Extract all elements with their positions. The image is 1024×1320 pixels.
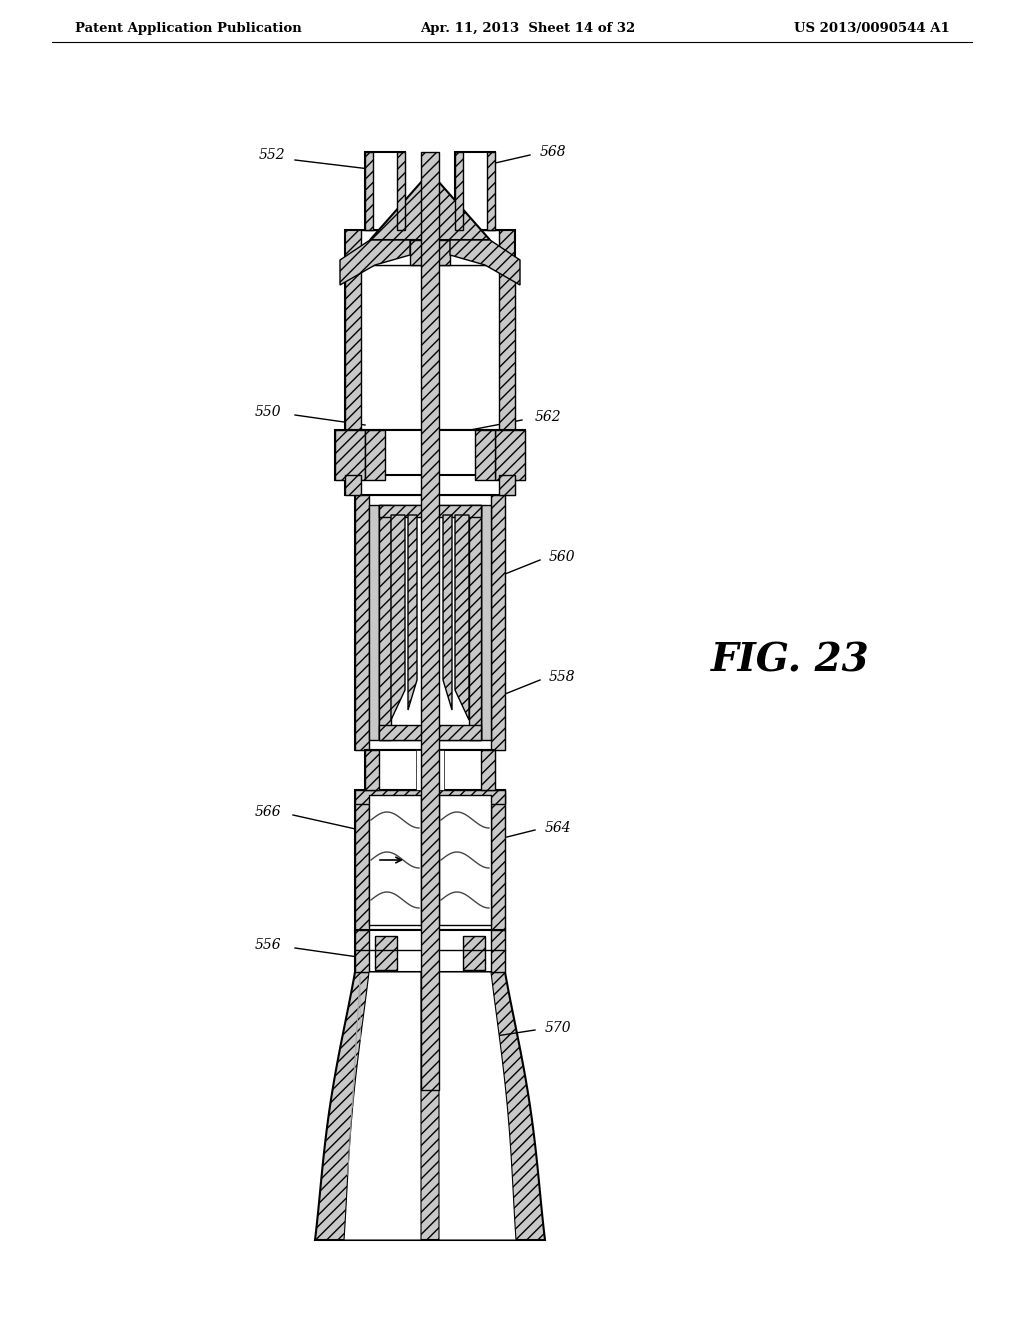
Polygon shape [340,240,410,285]
Bar [421,152,439,1090]
Text: 556: 556 [255,939,282,952]
Bar [345,230,515,265]
Bar [455,152,495,230]
Bar [365,152,406,230]
Bar [499,265,515,430]
Bar [439,795,490,925]
Text: US 2013/0090544 A1: US 2013/0090544 A1 [795,22,950,36]
Text: 550: 550 [255,405,282,418]
Bar [499,475,515,495]
Polygon shape [370,172,490,240]
Bar [365,152,373,230]
Bar [365,750,495,789]
Bar [455,152,463,230]
Polygon shape [443,515,452,710]
Text: 562: 562 [535,411,561,424]
Bar [481,750,495,789]
Bar [475,430,495,480]
Bar [355,789,505,804]
Polygon shape [450,240,520,285]
Text: Apr. 11, 2013  Sheet 14 of 32: Apr. 11, 2013 Sheet 14 of 32 [420,22,635,36]
Text: 566: 566 [255,805,282,818]
Bar [397,152,406,230]
Bar [410,240,450,265]
Bar [335,430,365,480]
Polygon shape [439,972,516,1239]
Bar [345,265,361,430]
Text: 568: 568 [540,145,566,158]
Bar [365,430,385,480]
Bar [369,506,379,741]
Text: 570: 570 [545,1020,571,1035]
Bar [355,789,369,931]
Bar [335,430,525,480]
Bar [490,931,505,972]
Bar [355,495,505,750]
Bar [469,506,481,741]
Bar [355,931,369,972]
Bar [355,931,505,972]
Polygon shape [391,515,406,719]
Text: 564: 564 [545,821,571,836]
Polygon shape [315,972,545,1239]
Bar [355,789,505,931]
Bar [369,795,421,925]
Text: FIG. 23: FIG. 23 [711,642,869,678]
Text: 552: 552 [259,148,286,162]
Bar [345,475,515,495]
Text: Patent Application Publication: Patent Application Publication [75,22,302,36]
Bar [379,506,481,517]
Bar [345,475,361,495]
Polygon shape [344,972,421,1239]
Bar [481,506,490,741]
Polygon shape [455,515,469,719]
Bar [490,495,505,750]
Bar [416,750,444,789]
Bar [379,506,391,741]
Bar [375,936,397,970]
Bar [365,750,379,789]
Bar [345,265,515,430]
Polygon shape [408,515,417,710]
Bar [490,789,505,931]
Bar [463,936,485,970]
Bar [495,430,525,480]
Text: 558: 558 [549,671,575,684]
Bar [379,506,481,741]
Bar [487,152,495,230]
Bar [355,495,369,750]
Bar [379,725,481,741]
Text: 560: 560 [549,550,575,564]
Bar [361,230,499,265]
